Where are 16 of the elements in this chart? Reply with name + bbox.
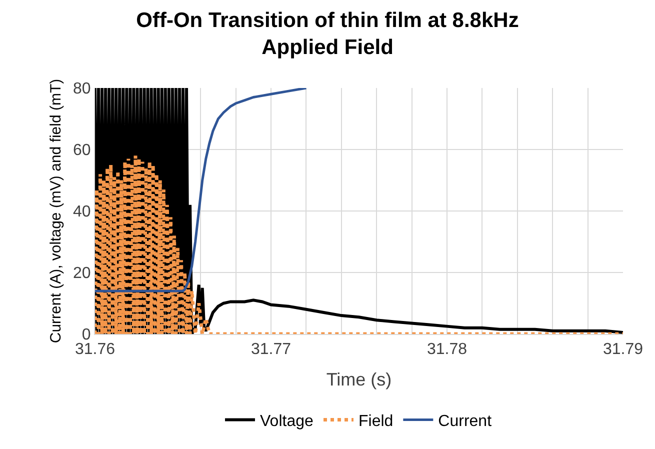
legend-label: Field — [358, 413, 394, 430]
x-tick-label: 31.78 — [426, 341, 468, 358]
line-series — [95, 88, 308, 292]
chart-title: Off-On Transition of thin film at 8.8kHz Applied Field — [136, 8, 519, 60]
x-tick-label: 31.79 — [602, 341, 644, 358]
y-tick-label: 60 — [73, 142, 91, 160]
legend-label: Current — [438, 413, 492, 430]
x-tick-label: 31.76 — [74, 341, 116, 358]
y-tick-label: 20 — [73, 265, 91, 282]
x-tick-label: 31.77 — [250, 341, 292, 358]
y-tick-label: 40 — [73, 204, 91, 221]
x-axis-title: Time (s) — [326, 369, 392, 390]
y-axis-title: Current (A), voltage (mV) and field (mT) — [47, 78, 64, 344]
y-tick-label: 80 — [73, 80, 91, 98]
legend-label: Voltage — [260, 413, 314, 430]
y-tick-label: 0 — [82, 326, 91, 344]
